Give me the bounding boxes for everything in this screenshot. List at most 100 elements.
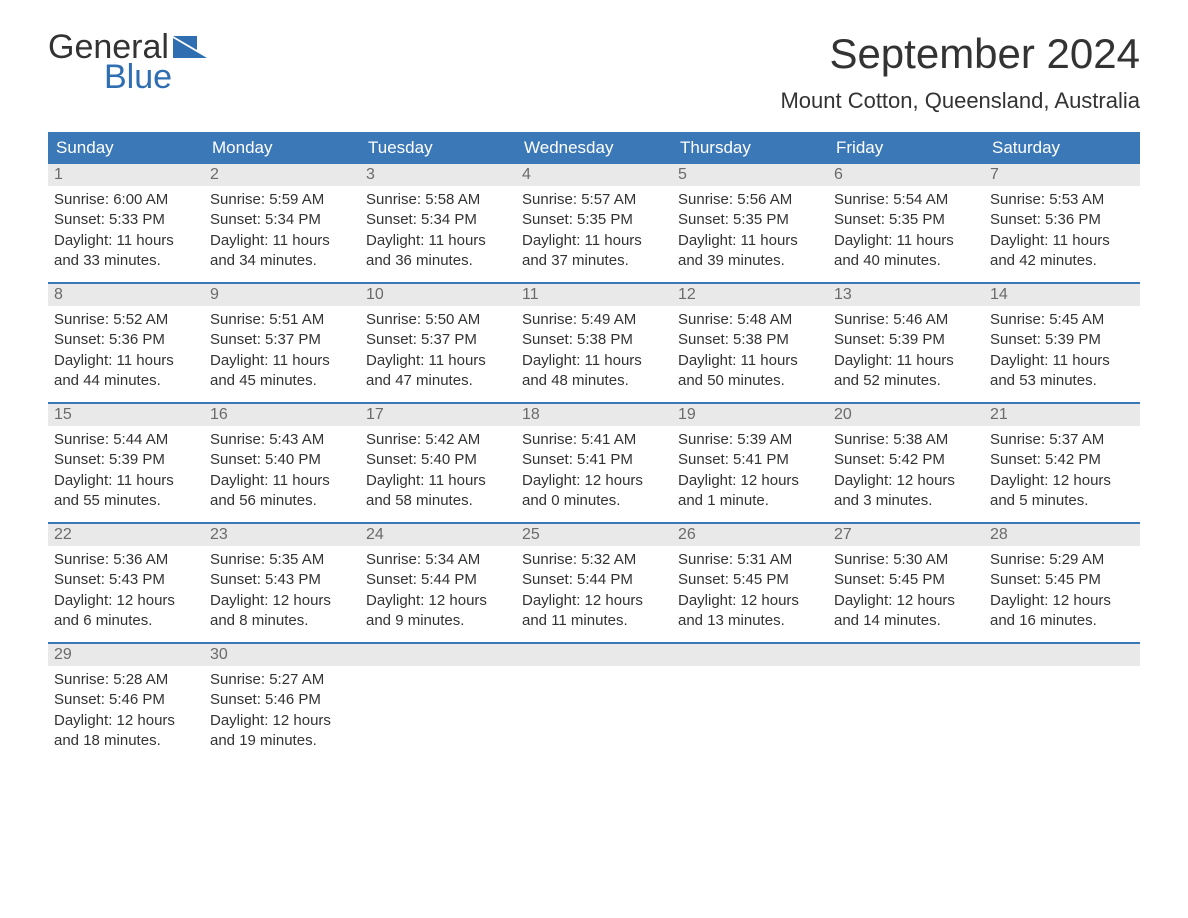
daylight-line: Daylight: 11 hours and 36 minutes. <box>366 231 510 272</box>
day-body: Sunrise: 5:41 AMSunset: 5:41 PMDaylight:… <box>516 426 672 521</box>
sunrise-line: Sunrise: 5:49 AM <box>522 310 666 330</box>
day-body: Sunrise: 5:27 AMSunset: 5:46 PMDaylight:… <box>204 666 360 761</box>
day-cell: 3Sunrise: 5:58 AMSunset: 5:34 PMDaylight… <box>360 164 516 282</box>
sunrise-line: Sunrise: 5:27 AM <box>210 670 354 690</box>
daylight-line: Daylight: 11 hours and 55 minutes. <box>54 471 198 512</box>
day-number: 4 <box>516 164 672 186</box>
day-cell: 6Sunrise: 5:54 AMSunset: 5:35 PMDaylight… <box>828 164 984 282</box>
sunrise-line: Sunrise: 5:52 AM <box>54 310 198 330</box>
day-body: Sunrise: 5:53 AMSunset: 5:36 PMDaylight:… <box>984 186 1140 281</box>
location-subtitle: Mount Cotton, Queensland, Australia <box>780 88 1140 114</box>
day-cell-empty <box>828 644 984 762</box>
sunset-line: Sunset: 5:35 PM <box>834 210 978 230</box>
week-row: 29Sunrise: 5:28 AMSunset: 5:46 PMDayligh… <box>48 642 1140 762</box>
day-cell: 12Sunrise: 5:48 AMSunset: 5:38 PMDayligh… <box>672 284 828 402</box>
day-cell-empty <box>516 644 672 762</box>
day-cell: 24Sunrise: 5:34 AMSunset: 5:44 PMDayligh… <box>360 524 516 642</box>
daylight-line: Daylight: 12 hours and 18 minutes. <box>54 711 198 752</box>
sunset-line: Sunset: 5:41 PM <box>678 450 822 470</box>
dow-sunday: Sunday <box>48 132 204 164</box>
daylight-line: Daylight: 11 hours and 53 minutes. <box>990 351 1134 392</box>
dow-monday: Monday <box>204 132 360 164</box>
daylight-line: Daylight: 11 hours and 50 minutes. <box>678 351 822 392</box>
sunset-line: Sunset: 5:46 PM <box>210 690 354 710</box>
sunrise-line: Sunrise: 5:45 AM <box>990 310 1134 330</box>
sunset-line: Sunset: 5:38 PM <box>678 330 822 350</box>
day-number <box>828 644 984 666</box>
day-cell: 30Sunrise: 5:27 AMSunset: 5:46 PMDayligh… <box>204 644 360 762</box>
day-cell-empty <box>672 644 828 762</box>
day-number: 30 <box>204 644 360 666</box>
day-body: Sunrise: 5:38 AMSunset: 5:42 PMDaylight:… <box>828 426 984 521</box>
day-cell: 26Sunrise: 5:31 AMSunset: 5:45 PMDayligh… <box>672 524 828 642</box>
sunrise-line: Sunrise: 5:56 AM <box>678 190 822 210</box>
sunrise-line: Sunrise: 5:29 AM <box>990 550 1134 570</box>
sunrise-line: Sunrise: 5:46 AM <box>834 310 978 330</box>
day-body: Sunrise: 5:45 AMSunset: 5:39 PMDaylight:… <box>984 306 1140 401</box>
day-number: 17 <box>360 404 516 426</box>
day-cell: 28Sunrise: 5:29 AMSunset: 5:45 PMDayligh… <box>984 524 1140 642</box>
header: General Blue September 2024 Mount Cotton… <box>48 30 1140 114</box>
sunrise-line: Sunrise: 5:59 AM <box>210 190 354 210</box>
sunset-line: Sunset: 5:44 PM <box>366 570 510 590</box>
sunrise-line: Sunrise: 5:43 AM <box>210 430 354 450</box>
day-number: 8 <box>48 284 204 306</box>
dow-saturday: Saturday <box>984 132 1140 164</box>
logo-word-blue: Blue <box>104 60 213 94</box>
day-cell: 11Sunrise: 5:49 AMSunset: 5:38 PMDayligh… <box>516 284 672 402</box>
day-number <box>360 644 516 666</box>
sunset-line: Sunset: 5:44 PM <box>522 570 666 590</box>
daylight-line: Daylight: 12 hours and 3 minutes. <box>834 471 978 512</box>
daylight-line: Daylight: 12 hours and 19 minutes. <box>210 711 354 752</box>
daylight-line: Daylight: 11 hours and 42 minutes. <box>990 231 1134 272</box>
week-row: 1Sunrise: 6:00 AMSunset: 5:33 PMDaylight… <box>48 164 1140 282</box>
day-body: Sunrise: 5:37 AMSunset: 5:42 PMDaylight:… <box>984 426 1140 521</box>
day-number: 25 <box>516 524 672 546</box>
sunrise-line: Sunrise: 5:32 AM <box>522 550 666 570</box>
dow-thursday: Thursday <box>672 132 828 164</box>
sunset-line: Sunset: 5:43 PM <box>210 570 354 590</box>
day-number: 19 <box>672 404 828 426</box>
daylight-line: Daylight: 12 hours and 0 minutes. <box>522 471 666 512</box>
daylight-line: Daylight: 11 hours and 52 minutes. <box>834 351 978 392</box>
day-body <box>672 666 828 754</box>
day-number <box>672 644 828 666</box>
day-body: Sunrise: 5:46 AMSunset: 5:39 PMDaylight:… <box>828 306 984 401</box>
day-number: 27 <box>828 524 984 546</box>
day-cell: 9Sunrise: 5:51 AMSunset: 5:37 PMDaylight… <box>204 284 360 402</box>
day-number: 21 <box>984 404 1140 426</box>
sunset-line: Sunset: 5:41 PM <box>522 450 666 470</box>
day-number <box>984 644 1140 666</box>
sunrise-line: Sunrise: 5:54 AM <box>834 190 978 210</box>
sunrise-line: Sunrise: 5:51 AM <box>210 310 354 330</box>
sunset-line: Sunset: 5:39 PM <box>834 330 978 350</box>
dow-friday: Friday <box>828 132 984 164</box>
sunset-line: Sunset: 5:42 PM <box>834 450 978 470</box>
sunset-line: Sunset: 5:33 PM <box>54 210 198 230</box>
daylight-line: Daylight: 11 hours and 34 minutes. <box>210 231 354 272</box>
sunrise-line: Sunrise: 5:57 AM <box>522 190 666 210</box>
day-number: 2 <box>204 164 360 186</box>
sunset-line: Sunset: 5:46 PM <box>54 690 198 710</box>
day-body: Sunrise: 5:29 AMSunset: 5:45 PMDaylight:… <box>984 546 1140 641</box>
sunrise-line: Sunrise: 5:36 AM <box>54 550 198 570</box>
daylight-line: Daylight: 12 hours and 6 minutes. <box>54 591 198 632</box>
sunset-line: Sunset: 5:45 PM <box>834 570 978 590</box>
day-cell: 13Sunrise: 5:46 AMSunset: 5:39 PMDayligh… <box>828 284 984 402</box>
daylight-line: Daylight: 11 hours and 44 minutes. <box>54 351 198 392</box>
sunrise-line: Sunrise: 5:39 AM <box>678 430 822 450</box>
day-number: 3 <box>360 164 516 186</box>
sunset-line: Sunset: 5:36 PM <box>990 210 1134 230</box>
day-cell: 7Sunrise: 5:53 AMSunset: 5:36 PMDaylight… <box>984 164 1140 282</box>
title-block: September 2024 Mount Cotton, Queensland,… <box>780 30 1140 114</box>
sunrise-line: Sunrise: 5:44 AM <box>54 430 198 450</box>
sunset-line: Sunset: 5:34 PM <box>366 210 510 230</box>
day-body: Sunrise: 5:49 AMSunset: 5:38 PMDaylight:… <box>516 306 672 401</box>
daylight-line: Daylight: 12 hours and 5 minutes. <box>990 471 1134 512</box>
sunrise-line: Sunrise: 5:53 AM <box>990 190 1134 210</box>
sunrise-line: Sunrise: 5:37 AM <box>990 430 1134 450</box>
day-body: Sunrise: 5:35 AMSunset: 5:43 PMDaylight:… <box>204 546 360 641</box>
sunrise-line: Sunrise: 5:34 AM <box>366 550 510 570</box>
day-body: Sunrise: 5:51 AMSunset: 5:37 PMDaylight:… <box>204 306 360 401</box>
sunset-line: Sunset: 5:34 PM <box>210 210 354 230</box>
